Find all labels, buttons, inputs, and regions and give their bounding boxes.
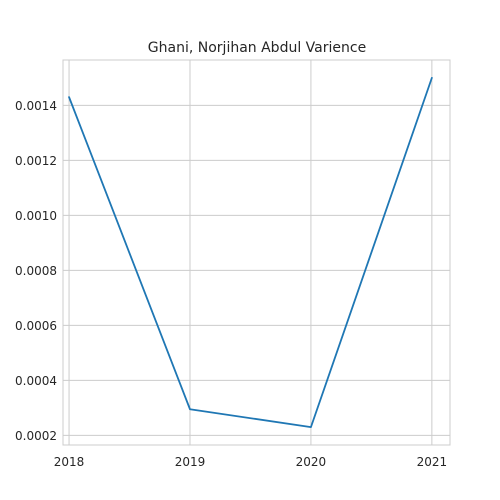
x-tick-label: 2021 bbox=[417, 455, 448, 469]
series-layer bbox=[68, 76, 433, 429]
y-tick-label: 0.0012 bbox=[15, 154, 57, 168]
series-line bbox=[68, 76, 433, 429]
y-tick-label: 0.0014 bbox=[15, 99, 57, 113]
chart-title: Ghani, Norjihan Abdul Varience bbox=[148, 40, 366, 56]
plot-frame bbox=[62, 59, 451, 446]
y-axis-ticks: 0.0002 0.0004 0.0006 0.0008 0.0010 0.0012 0.00… bbox=[15, 99, 57, 443]
x-axis-ticks: 2018 2019 2020 2021 bbox=[54, 455, 447, 469]
y-tick-label: 0.0004 bbox=[15, 374, 57, 388]
y-tick-label: 0.0002 bbox=[15, 429, 57, 443]
x-tick-label: 2020 bbox=[296, 455, 327, 469]
y-tick-label: 0.0006 bbox=[15, 319, 57, 333]
grid bbox=[63, 60, 450, 445]
x-tick-label: 2018 bbox=[54, 455, 85, 469]
y-tick-label: 0.0008 bbox=[15, 264, 57, 278]
x-tick-label: 2019 bbox=[175, 455, 206, 469]
y-tick-label: 0.0010 bbox=[15, 209, 57, 223]
